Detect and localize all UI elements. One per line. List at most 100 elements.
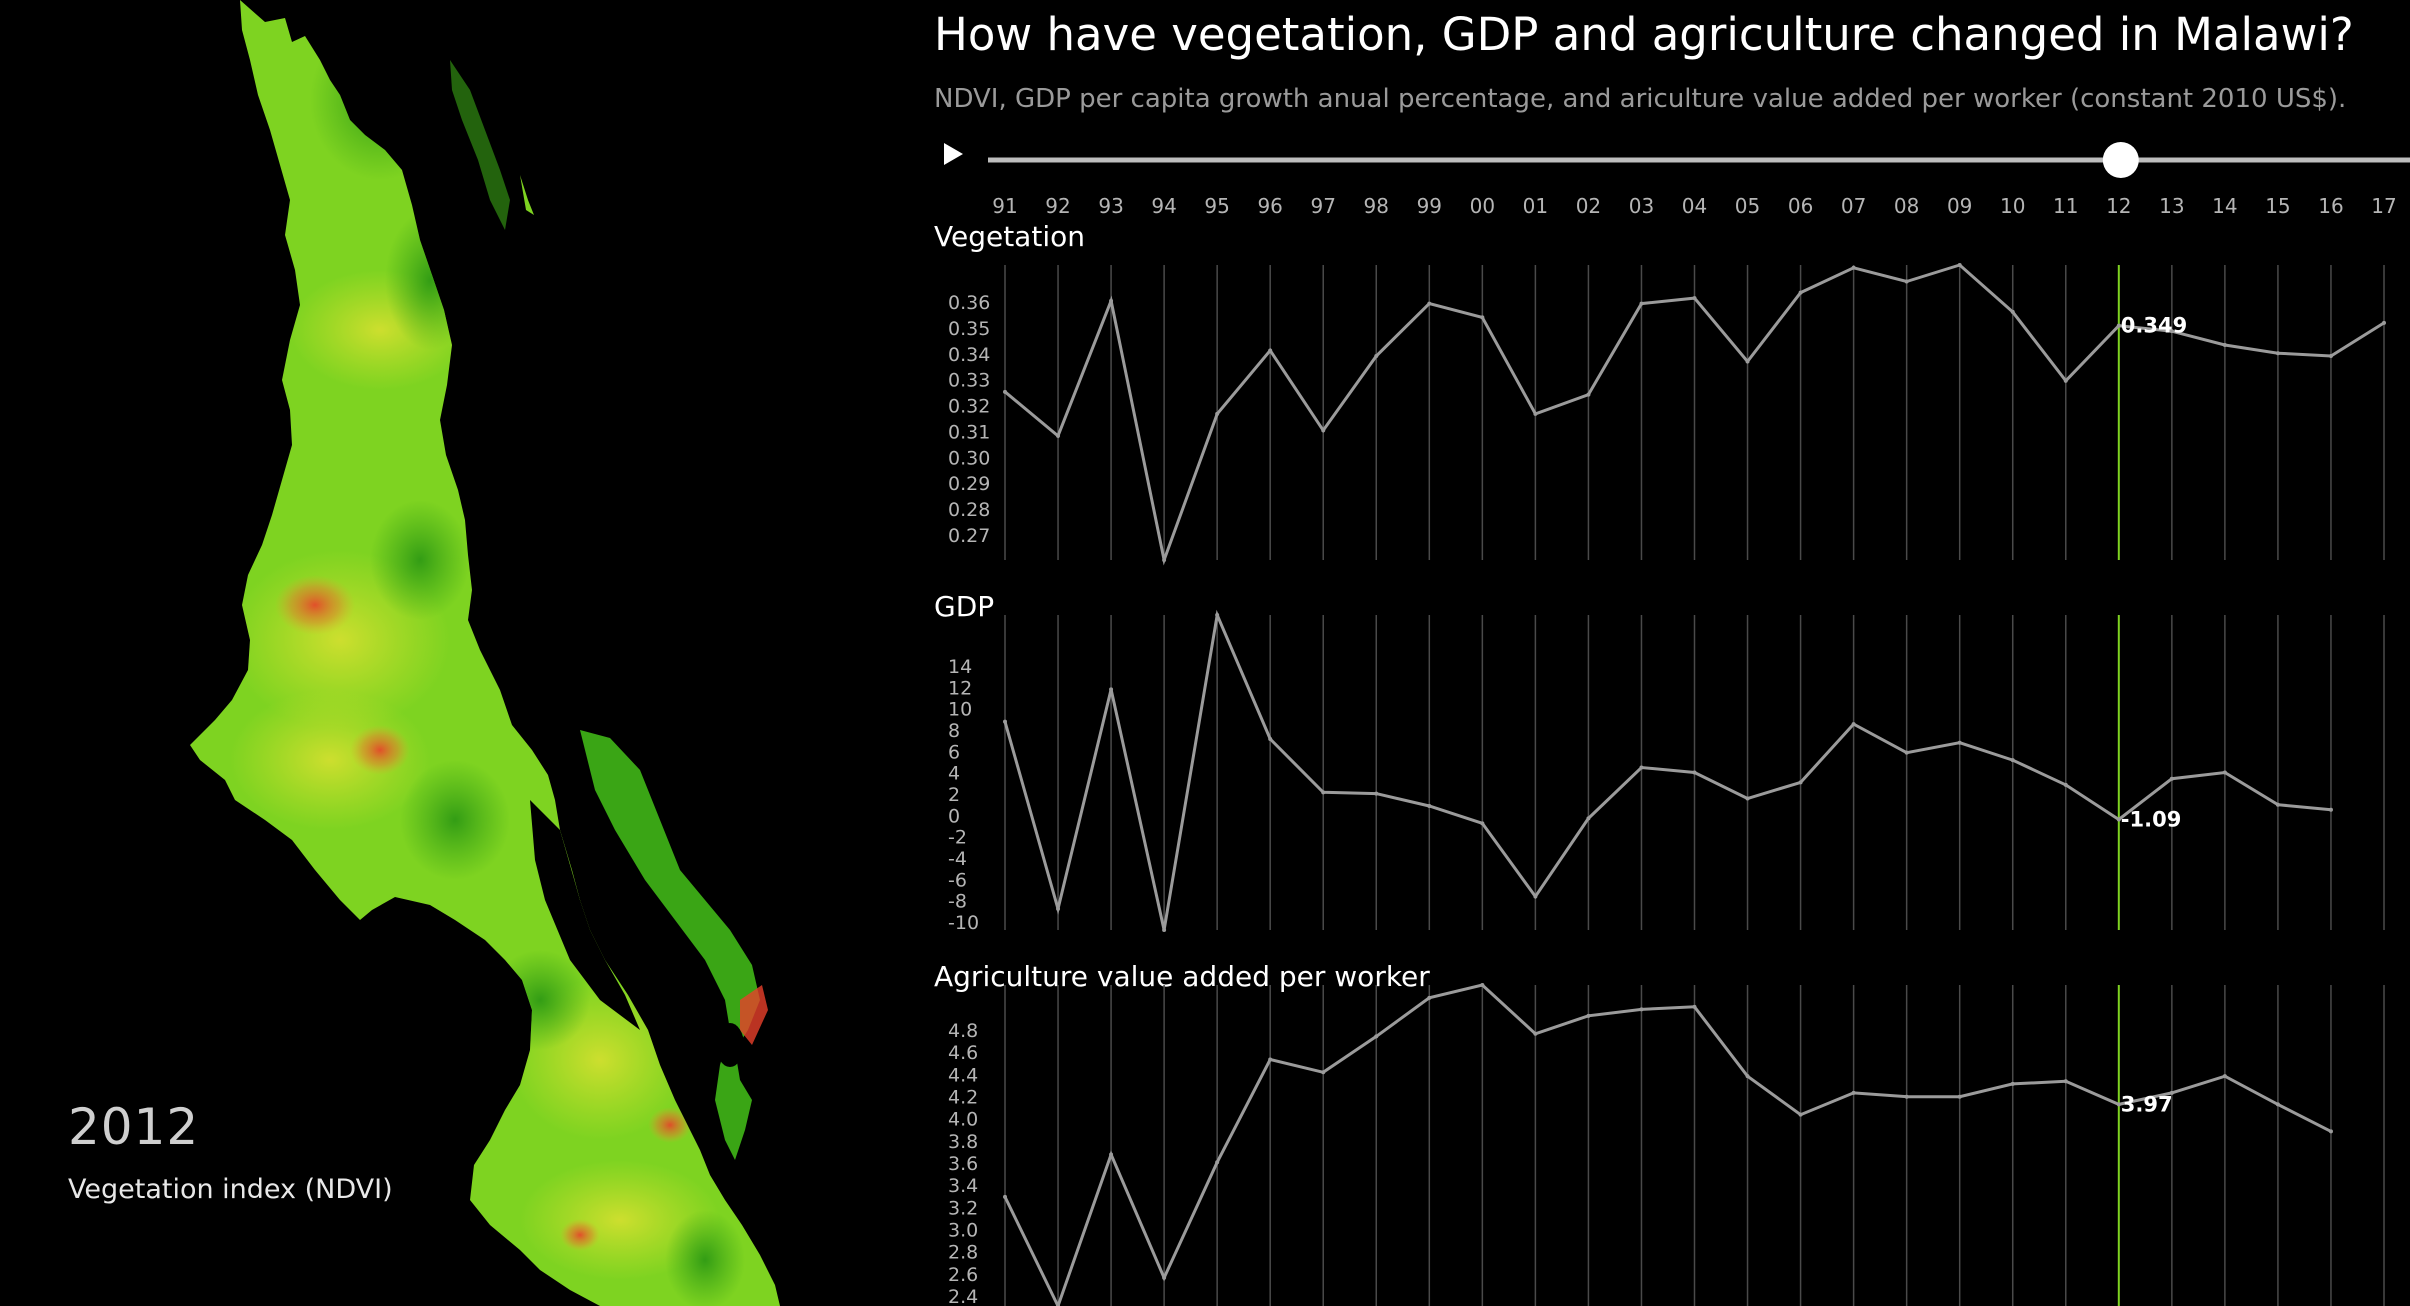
map-year-label: 2012	[68, 1098, 200, 1156]
data-point	[1904, 750, 1909, 755]
y-tick-label: 12	[948, 677, 972, 699]
data-point	[1586, 1013, 1591, 1018]
timeline-year-label[interactable]: 13	[2159, 194, 2184, 218]
play-icon[interactable]	[944, 143, 963, 165]
data-point	[1798, 1112, 1803, 1117]
timeline-year-label[interactable]: 02	[1576, 194, 1601, 218]
data-point	[2063, 378, 2068, 383]
page-title: How have vegetation, GDP and agriculture…	[934, 8, 2354, 61]
data-point	[1427, 301, 1432, 306]
timeline-year-label[interactable]: 10	[2000, 194, 2025, 218]
data-point	[1109, 298, 1114, 303]
timeline-year-label[interactable]: 17	[2371, 194, 2396, 218]
highlight-value-label: 0.349	[2121, 314, 2187, 338]
page-subtitle: NDVI, GDP per capita growth anual percen…	[934, 84, 2347, 114]
timeline-handle[interactable]	[2102, 142, 2139, 178]
data-point	[1639, 1007, 1644, 1012]
timeline-year-label[interactable]: 09	[1947, 194, 1972, 218]
timeline-year-label[interactable]: 16	[2318, 194, 2343, 218]
timeline-year-label[interactable]: 15	[2265, 194, 2290, 218]
data-point	[1745, 359, 1750, 364]
y-tick-label: 14	[948, 656, 972, 678]
data-point	[1003, 719, 1007, 724]
data-point	[1056, 906, 1061, 911]
timeline-year-label[interactable]: 95	[1204, 194, 1229, 218]
timeline-year-label[interactable]: 99	[1417, 194, 1442, 218]
data-point	[1533, 1031, 1538, 1036]
data-point	[2328, 353, 2333, 358]
data-point	[1639, 301, 1644, 306]
timeline-year-label[interactable]: 91	[992, 194, 1017, 218]
timeline-year-label[interactable]: 01	[1523, 194, 1548, 218]
data-point	[2010, 309, 2015, 314]
data-point	[2328, 1129, 2333, 1134]
data-point	[1851, 722, 1856, 727]
timeline-year-label[interactable]: 12	[2106, 194, 2131, 218]
data-point	[1957, 740, 1962, 745]
y-tick-label: -4	[948, 848, 967, 870]
data-point	[1268, 737, 1273, 742]
y-tick-label: 0	[948, 805, 960, 827]
data-point	[2116, 817, 2121, 822]
y-tick-label: 3.4	[948, 1175, 978, 1197]
chart-title-vegetation: Vegetation	[934, 220, 1085, 253]
timeline-year-label[interactable]: 14	[2212, 194, 2237, 218]
y-tick-label: 2	[948, 784, 960, 806]
data-point	[1533, 894, 1538, 899]
data-point	[1692, 1004, 1697, 1009]
y-tick-label: 10	[948, 699, 972, 721]
data-point	[2222, 342, 2227, 347]
timeline-year-label[interactable]: 96	[1257, 194, 1282, 218]
data-point	[1003, 1194, 1007, 1199]
timeline-year-label[interactable]: 06	[1788, 194, 1813, 218]
y-tick-label: 4.6	[948, 1042, 978, 1064]
timeline-year-label[interactable]: 11	[2053, 194, 2078, 218]
data-point	[1851, 1090, 1856, 1095]
y-tick-label: 0.30	[948, 447, 990, 469]
timeline-year-label[interactable]: 00	[1470, 194, 1495, 218]
data-point	[1374, 1034, 1379, 1039]
y-tick-label: 6	[948, 741, 960, 763]
data-point	[1374, 353, 1379, 358]
y-tick-label: 4	[948, 763, 960, 785]
timeline-year-label[interactable]: 92	[1045, 194, 1070, 218]
data-point	[1904, 1094, 1909, 1099]
y-tick-label: 4.0	[948, 1109, 978, 1131]
map-caption: Vegetation index (NDVI)	[68, 1174, 393, 1205]
timeline-year-label[interactable]: 94	[1151, 194, 1176, 218]
data-point	[1374, 791, 1379, 796]
data-point	[2328, 807, 2333, 812]
data-point	[2116, 323, 2121, 328]
malawi-ndvi-map	[190, 0, 780, 1306]
y-tick-label: -2	[948, 827, 967, 849]
data-point	[1109, 687, 1114, 692]
timeline-year-label[interactable]: 97	[1311, 194, 1336, 218]
y-tick-label: 3.0	[948, 1220, 978, 1242]
data-point	[1427, 803, 1432, 808]
y-tick-label: 2.4	[948, 1286, 978, 1306]
timeline-year-label[interactable]: 93	[1098, 194, 1123, 218]
series-line	[1003, 983, 2332, 1306]
y-tick-label: 0.27	[948, 525, 990, 547]
y-tick-label: 3.2	[948, 1197, 978, 1219]
data-point	[1480, 983, 1485, 987]
y-tick-label: 0.34	[948, 344, 990, 366]
timeline-year-label[interactable]: 98	[1364, 194, 1389, 218]
timeline-year-label[interactable]: 05	[1735, 194, 1760, 218]
timeline-year-label[interactable]: 08	[1894, 194, 1919, 218]
data-point	[1957, 1094, 1962, 1099]
data-point	[1215, 411, 1220, 416]
timeline-year-label[interactable]: 07	[1841, 194, 1866, 218]
data-point	[1639, 765, 1644, 770]
data-point	[2222, 770, 2227, 775]
data-point	[1533, 411, 1538, 416]
y-tick-label: 0.28	[948, 499, 990, 521]
data-point	[1268, 348, 1273, 353]
timeline-year-label[interactable]: 03	[1629, 194, 1654, 218]
data-point	[1586, 816, 1591, 821]
timeline-year-label[interactable]: 04	[1682, 194, 1707, 218]
data-point	[1904, 279, 1909, 284]
y-tick-label: 0.36	[948, 292, 990, 314]
chart-title-gdp: GDP	[934, 590, 995, 623]
data-point	[1109, 1152, 1114, 1157]
